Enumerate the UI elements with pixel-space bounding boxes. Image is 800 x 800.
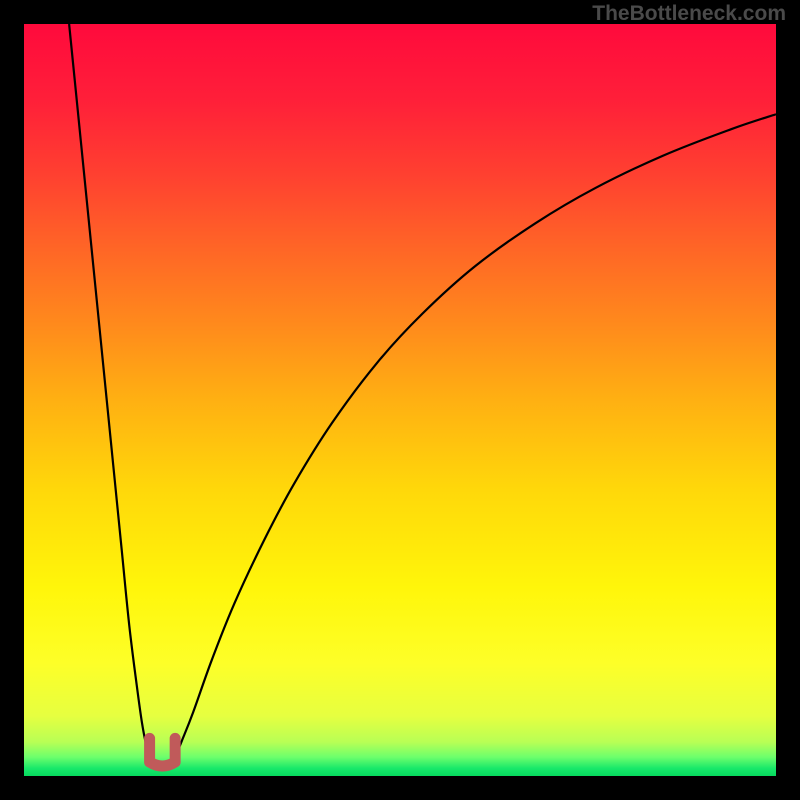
plot-area (24, 24, 776, 776)
curve-right-branch (174, 114, 776, 758)
curve-left-branch (69, 24, 152, 759)
bottleneck-curve (24, 24, 776, 776)
watermark-text: TheBottleneck.com (592, 2, 786, 26)
